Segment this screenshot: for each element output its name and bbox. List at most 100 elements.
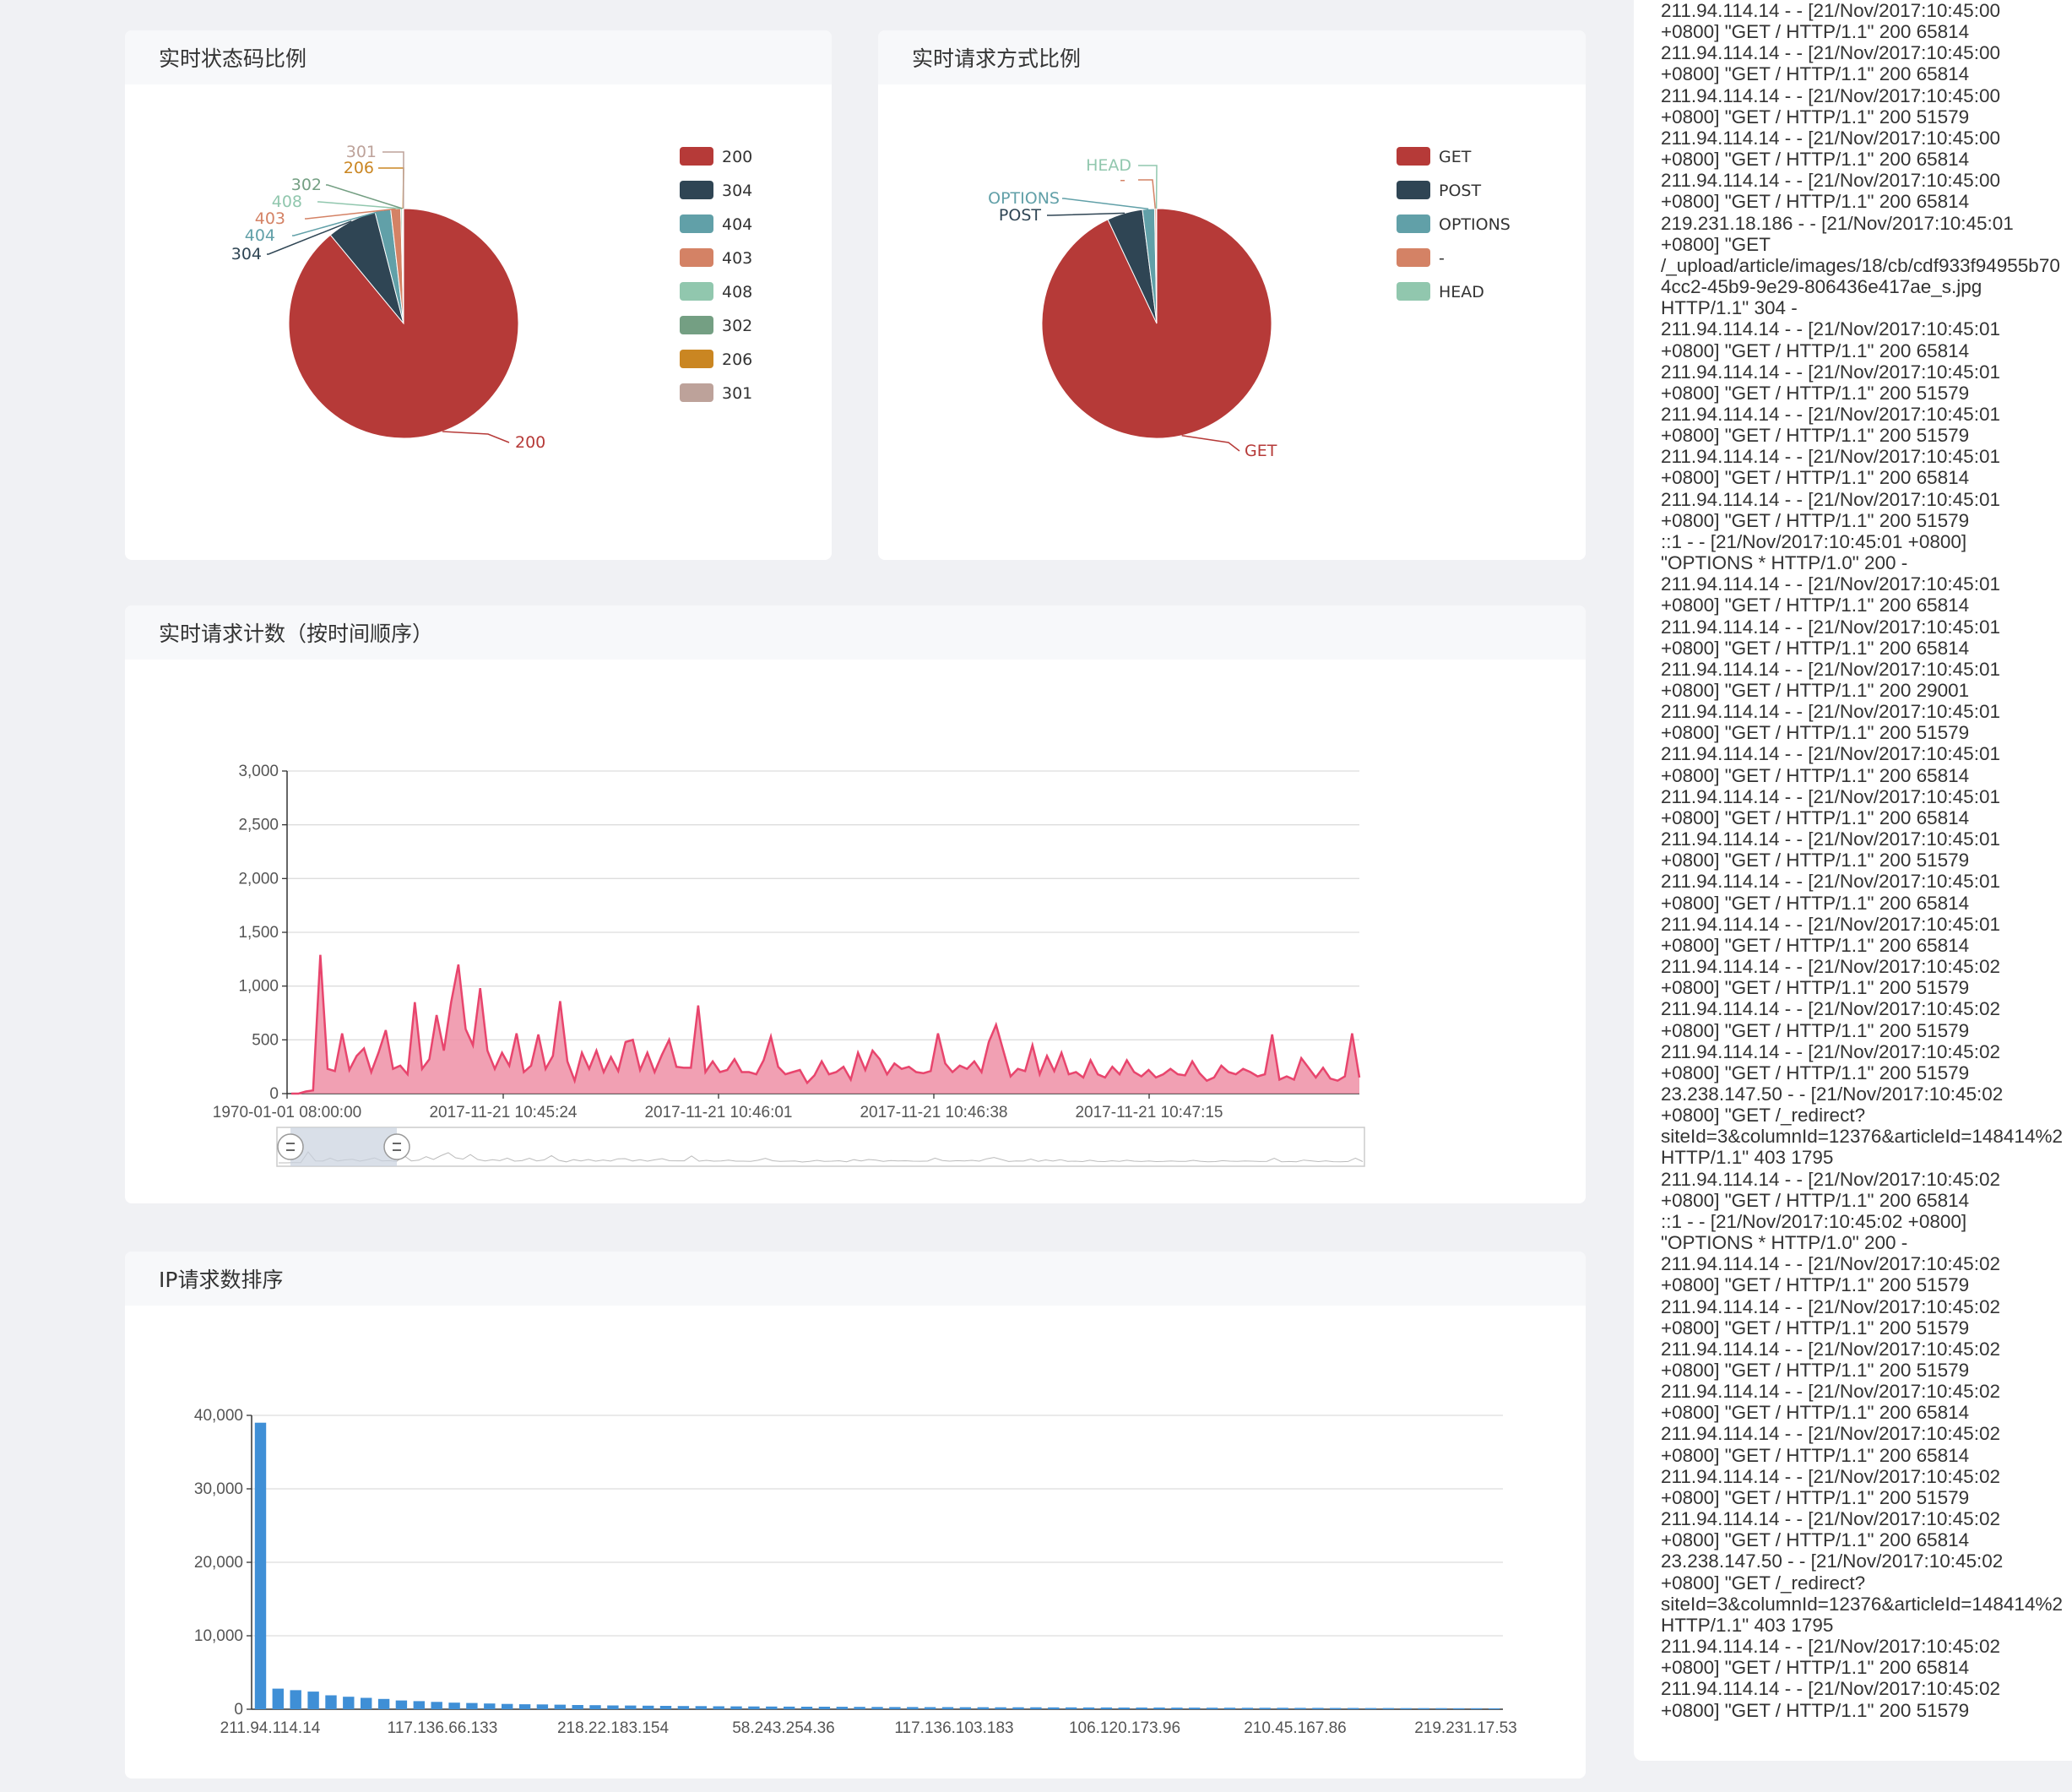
- ip-bar[interactable]: [941, 1707, 954, 1710]
- ip-bar[interactable]: [1223, 1708, 1236, 1709]
- ip-bar[interactable]: [395, 1700, 408, 1709]
- ip-bar[interactable]: [959, 1707, 972, 1709]
- ip-bar[interactable]: [448, 1702, 460, 1709]
- ip-bar[interactable]: [413, 1701, 425, 1709]
- ip-bar[interactable]: [1312, 1708, 1324, 1709]
- ip-bar[interactable]: [1171, 1708, 1183, 1709]
- legend-label-OPTIONS[interactable]: OPTIONS: [1439, 215, 1511, 234]
- legend-swatch[interactable]: [1397, 147, 1430, 166]
- legend-label-200[interactable]: 200: [722, 148, 752, 166]
- ip-bar[interactable]: [431, 1702, 442, 1709]
- legend-swatch[interactable]: [680, 147, 713, 166]
- legend-label-GET[interactable]: GET: [1439, 148, 1472, 166]
- legend-label-404[interactable]: 404: [722, 215, 752, 234]
- legend-label-403[interactable]: 403: [722, 249, 752, 268]
- ip-bar[interactable]: [1400, 1708, 1412, 1709]
- ip-bar[interactable]: [889, 1707, 901, 1709]
- ip-bar[interactable]: [1294, 1708, 1306, 1709]
- legend-label-304[interactable]: 304: [722, 182, 752, 200]
- ip-bar[interactable]: [1136, 1708, 1147, 1709]
- ip-bar[interactable]: [1206, 1708, 1218, 1709]
- ip-bar[interactable]: [272, 1688, 284, 1709]
- legend-swatch[interactable]: [1397, 181, 1430, 199]
- ip-bar[interactable]: [484, 1703, 496, 1709]
- ip-bar[interactable]: [502, 1703, 513, 1709]
- ip-bar[interactable]: [748, 1706, 760, 1709]
- ip-bar[interactable]: [361, 1697, 372, 1710]
- ip-bar[interactable]: [1347, 1708, 1359, 1710]
- ip-bar[interactable]: [536, 1704, 549, 1709]
- ip-bar[interactable]: [1153, 1708, 1165, 1709]
- ip-bar[interactable]: [1030, 1707, 1042, 1709]
- ip-bar[interactable]: [1065, 1707, 1077, 1709]
- zoom-slider-handle[interactable]: [277, 1133, 304, 1160]
- ip-bar[interactable]: [1118, 1708, 1130, 1709]
- ip-bar[interactable]: [1012, 1707, 1024, 1709]
- ip-bar[interactable]: [1435, 1708, 1447, 1709]
- legend-label-POST[interactable]: POST: [1439, 182, 1481, 200]
- ip-bar[interactable]: [854, 1707, 865, 1709]
- ip-bar[interactable]: [907, 1707, 919, 1709]
- ip-bar[interactable]: [659, 1706, 672, 1709]
- ip-bar[interactable]: [1471, 1708, 1483, 1709]
- ip-bar[interactable]: [554, 1704, 566, 1709]
- ip-bar[interactable]: [836, 1707, 848, 1709]
- series-line[interactable]: [291, 954, 1361, 1095]
- ip-bar[interactable]: [343, 1697, 355, 1709]
- ip-bar[interactable]: [1418, 1708, 1429, 1709]
- legend-swatch[interactable]: [1397, 248, 1430, 267]
- ip-rank-bar-chart[interactable]: 0 10,000 20,000 30,000 40,000 211.94.114.14 11…: [125, 1252, 1586, 1778]
- ip-bar[interactable]: [784, 1706, 795, 1709]
- legend-swatch[interactable]: [1397, 282, 1430, 301]
- legend-swatch[interactable]: [680, 383, 713, 402]
- ip-bar[interactable]: [924, 1707, 936, 1710]
- ip-bar[interactable]: [713, 1706, 724, 1710]
- ip-bar[interactable]: [995, 1707, 1006, 1709]
- ip-bar[interactable]: [1100, 1707, 1113, 1709]
- ip-bar[interactable]: [572, 1705, 583, 1709]
- ip-bar[interactable]: [1082, 1707, 1095, 1709]
- legend-swatch[interactable]: [680, 248, 713, 267]
- ip-bar[interactable]: [1277, 1708, 1288, 1709]
- legend-label-301[interactable]: 301: [722, 384, 752, 403]
- legend-swatch[interactable]: [680, 181, 713, 199]
- ip-bar[interactable]: [325, 1695, 337, 1710]
- access-log-panel[interactable]: 211.94.114.14 - - [21/Nov/2017:10:45:00 +…: [1634, 0, 2072, 1761]
- ip-bar[interactable]: [1382, 1708, 1394, 1709]
- ip-bar[interactable]: [1048, 1707, 1060, 1709]
- ip-bar[interactable]: [1330, 1708, 1342, 1710]
- ip-bar[interactable]: [589, 1705, 601, 1709]
- ip-bar[interactable]: [800, 1707, 813, 1709]
- legend-label-206[interactable]: 206: [722, 350, 752, 369]
- ip-bar[interactable]: [871, 1707, 883, 1709]
- ip-bar[interactable]: [1364, 1708, 1377, 1709]
- ip-bar[interactable]: [625, 1705, 637, 1709]
- request-count-area-chart[interactable]: 0 500 1,000 1,500 2,000 2,500 3,000 1970-01-01 …: [125, 605, 1586, 1203]
- legend-label--[interactable]: -: [1439, 249, 1445, 268]
- ip-bar[interactable]: [818, 1707, 831, 1709]
- legend-label-HEAD[interactable]: HEAD: [1439, 283, 1484, 301]
- ip-bar[interactable]: [254, 1422, 267, 1709]
- zoom-slider-track[interactable]: [276, 1127, 1365, 1167]
- ip-bar[interactable]: [307, 1692, 319, 1709]
- ip-bar[interactable]: [607, 1705, 619, 1710]
- ip-bar[interactable]: [643, 1705, 654, 1709]
- ip-bar[interactable]: [1189, 1708, 1201, 1709]
- legend-swatch[interactable]: [680, 316, 713, 334]
- ip-bar[interactable]: [518, 1704, 531, 1709]
- ip-bar[interactable]: [1241, 1708, 1254, 1709]
- ip-bar[interactable]: [730, 1706, 742, 1709]
- ip-bar[interactable]: [977, 1707, 989, 1709]
- ip-bar[interactable]: [677, 1706, 690, 1709]
- legend-label-302[interactable]: 302: [722, 317, 752, 335]
- ip-bar[interactable]: [290, 1690, 301, 1709]
- legend-swatch[interactable]: [680, 282, 713, 301]
- ip-bar[interactable]: [766, 1706, 778, 1709]
- ip-bar[interactable]: [377, 1698, 390, 1709]
- legend-swatch[interactable]: [1397, 214, 1430, 233]
- legend-label-408[interactable]: 408: [722, 283, 752, 301]
- ip-bar[interactable]: [466, 1702, 478, 1709]
- legend-swatch[interactable]: [680, 350, 713, 368]
